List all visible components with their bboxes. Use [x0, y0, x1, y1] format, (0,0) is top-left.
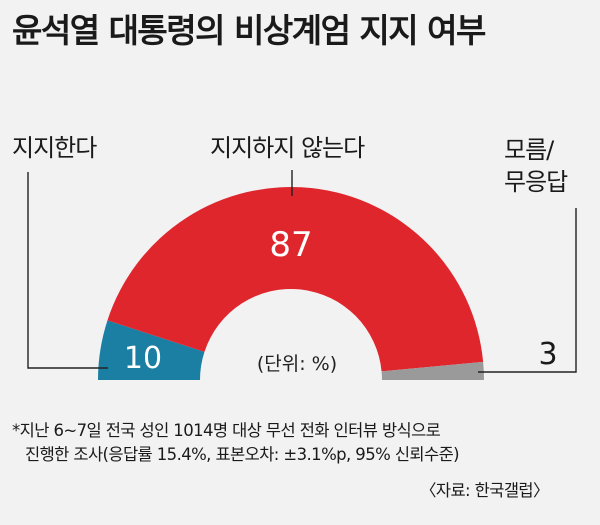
value-label-support: 10	[124, 341, 162, 376]
arc-oppose	[107, 186, 484, 372]
arc-support	[98, 320, 205, 380]
value-labels: 10 87 3	[124, 225, 558, 376]
label-oppose: 지지하지 않는다	[210, 134, 365, 162]
leader-line-unknown	[478, 208, 577, 373]
value-label-unknown: 3	[538, 337, 557, 372]
unit-label: (단위: %)	[257, 353, 337, 375]
value-label-oppose: 87	[269, 225, 312, 265]
footnote-line2: 진행한 조사(응답률 15.4%, 표본오차: ±3.1%p, 95% 신뢰수준…	[25, 445, 460, 464]
footnote-line1: *지난 6~7일 전국 성인 1014명 대상 무선 전화 인터뷰 방식으로	[12, 421, 441, 440]
leader-lines	[27, 170, 577, 373]
leader-line-support	[27, 172, 108, 369]
arc-unknown	[381, 361, 484, 380]
label-unknown-line1: 모름/	[504, 136, 554, 164]
source-note: 〈자료: 한국갤럽〉	[420, 481, 549, 500]
chart-title: 윤석열 대통령의 비상계엄 지지 여부	[12, 11, 486, 50]
donut-arcs	[98, 186, 484, 380]
label-unknown-line2: 무응답	[504, 168, 568, 196]
label-support: 지지한다	[12, 134, 97, 162]
